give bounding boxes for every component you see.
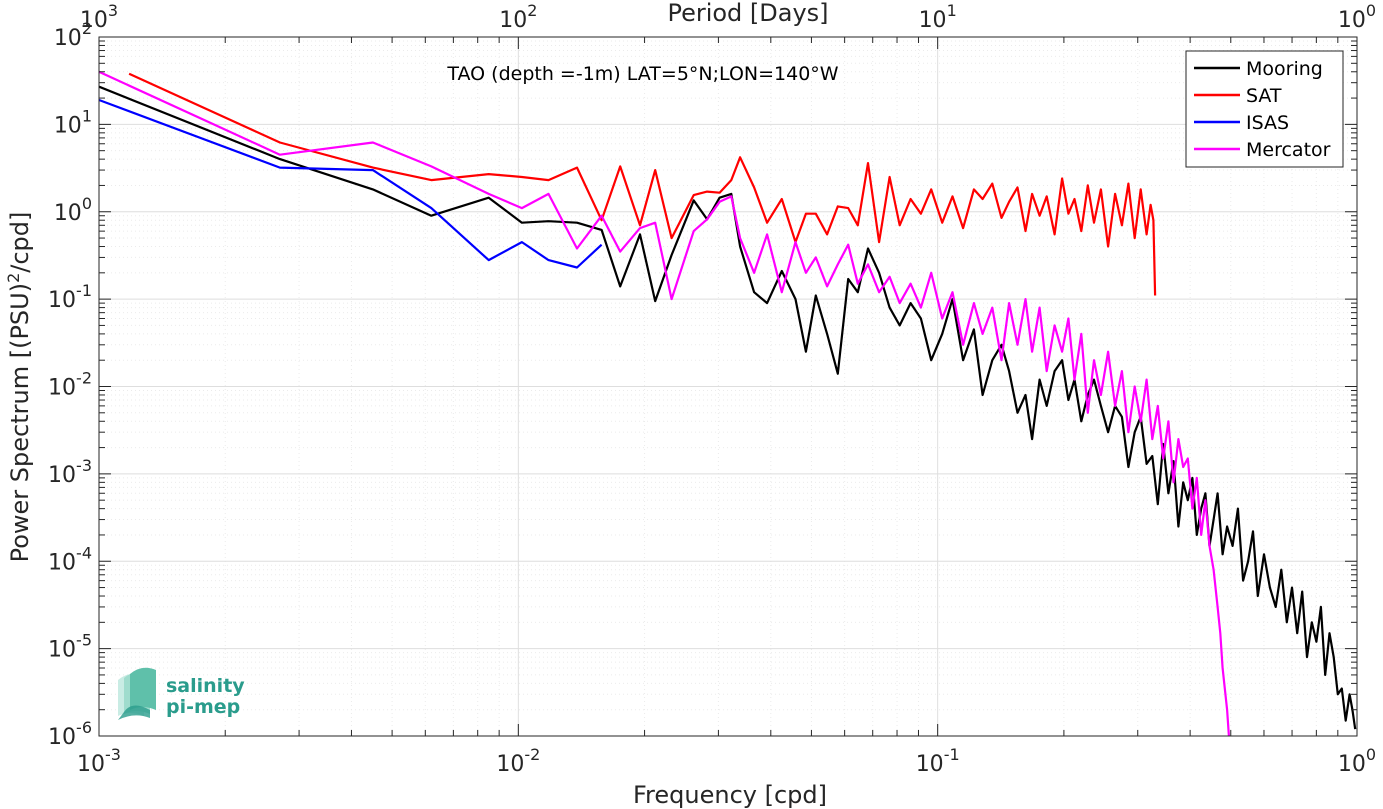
tick-label-base: 10: [48, 550, 76, 575]
legend: Mooring SAT ISAS Mercator: [1185, 50, 1344, 168]
salinity-pimep-logo: salinity pi-mep: [118, 667, 245, 720]
tick-label-base: 10: [499, 8, 527, 33]
tick-label-base: 10: [919, 8, 947, 33]
tick-label-base: 10: [80, 8, 108, 33]
x-tick-label: 10-2: [496, 745, 540, 777]
tick-label-exponent: -3: [105, 745, 121, 764]
tick-label-base: 10: [54, 113, 82, 138]
series-line-isas: [99, 98, 603, 269]
tick-label-base: 10: [54, 26, 82, 51]
tick-label-base: 10: [48, 463, 76, 488]
tick-label-base: 10: [48, 725, 76, 750]
top-tick-label: 101: [919, 1, 957, 33]
tick-label-exponent: 0: [1366, 745, 1376, 764]
legend-label-isas: ISAS: [1246, 112, 1289, 134]
top-tick-label: 103: [80, 1, 118, 33]
y-label-superscript: 2: [4, 273, 23, 283]
top-axis-label: Period [Days]: [667, 0, 828, 27]
tick-label-base: 10: [1338, 752, 1366, 777]
tick-label-exponent: -6: [76, 718, 92, 737]
x-tick-label: 10-3: [77, 745, 121, 777]
tick-label-base: 10: [77, 752, 105, 777]
y-label-part-1: Power Spectrum [(PSU): [6, 283, 34, 562]
tick-label-exponent: 0: [82, 194, 92, 213]
tick-label-base: 10: [496, 752, 524, 777]
x-axis-label: Frequency [cpd]: [633, 781, 827, 809]
legend-label-sat: SAT: [1246, 85, 1282, 107]
series-line-sat: [128, 72, 1157, 296]
x-tick-label: 100: [1338, 745, 1376, 777]
x-tick-label: 10-1: [916, 745, 960, 777]
tick-label-exponent: 1: [82, 106, 92, 125]
y-tick-label: 10-3: [48, 456, 92, 488]
series-line-mercator: [99, 70, 1230, 736]
tick-label-exponent: 2: [527, 1, 537, 20]
y-tick-label: 10-5: [48, 631, 92, 663]
logo-line-1: salinity: [166, 675, 245, 697]
y-tick-label: 10-2: [48, 369, 92, 401]
tick-label-exponent: 2: [82, 19, 92, 38]
y-axis-label-text: Power Spectrum [(PSU)2/cpd]: [4, 212, 34, 563]
tick-label-exponent: 3: [108, 1, 118, 20]
tick-label-base: 10: [54, 201, 82, 226]
tick-label-exponent: -2: [76, 369, 92, 388]
legend-label-mooring: Mooring: [1246, 58, 1323, 80]
tick-label-base: 10: [1338, 8, 1366, 33]
y-axis-label: Power Spectrum [(PSU)2/cpd]: [4, 212, 34, 563]
y-label-part-2: /cpd]: [6, 212, 34, 273]
y-tick-label: 100: [54, 194, 92, 226]
top-tick-label: 102: [499, 1, 537, 33]
tick-label-exponent: 0: [1366, 1, 1376, 20]
tick-label-base: 10: [48, 376, 76, 401]
y-tick-label: 101: [54, 106, 92, 138]
y-tick-label: 10-1: [48, 281, 92, 313]
chart-annotation: TAO (depth =-1m) LAT=5°N;LON=140°W: [446, 63, 838, 85]
y-tick-label: 10-6: [48, 718, 92, 750]
wave-logo-icon: [118, 667, 156, 720]
tick-label-base: 10: [48, 638, 76, 663]
logo-line-2: pi-mep: [166, 696, 240, 718]
tick-label-exponent: -1: [76, 281, 92, 300]
tick-label-exponent: -2: [524, 745, 540, 764]
tick-label-exponent: -5: [76, 631, 92, 650]
legend-box: [1185, 50, 1344, 168]
tick-label-base: 10: [48, 288, 76, 313]
top-tick-label: 100: [1338, 1, 1376, 33]
series-line-mooring: [99, 85, 1357, 730]
tick-label-exponent: -3: [76, 456, 92, 475]
tick-label-exponent: -1: [944, 745, 960, 764]
y-tick-label: 102: [54, 19, 92, 51]
y-tick-label: 10-4: [48, 543, 92, 575]
tick-label-base: 10: [916, 752, 944, 777]
tick-label-exponent: 1: [947, 1, 957, 20]
series-group: [99, 70, 1357, 736]
legend-label-mercator: Mercator: [1246, 139, 1331, 161]
tick-label-exponent: -4: [76, 543, 92, 562]
